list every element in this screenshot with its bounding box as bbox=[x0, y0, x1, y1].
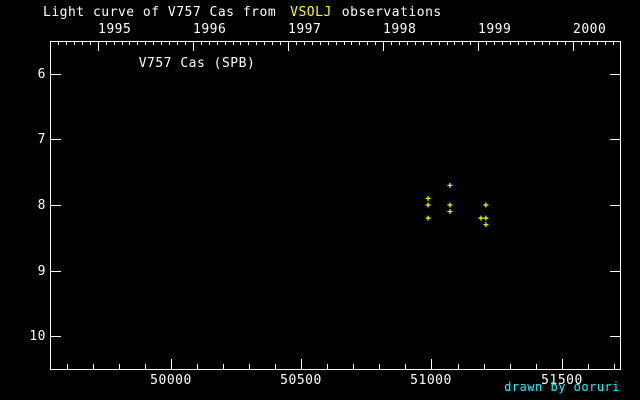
plot-border bbox=[50, 41, 621, 370]
year-label: 1998 bbox=[383, 22, 416, 37]
series-label: V757 Cas (SPB) bbox=[139, 56, 256, 71]
data-point-marker bbox=[483, 215, 489, 221]
data-point-marker bbox=[447, 202, 453, 208]
data-points bbox=[425, 182, 489, 228]
data-point-marker bbox=[447, 209, 453, 215]
data-point-marker bbox=[483, 222, 489, 228]
year-label: 1999 bbox=[478, 22, 511, 37]
plot-frame bbox=[50, 41, 621, 370]
page-title: Light curve of V757 Cas from VSOLJ observa… bbox=[43, 5, 442, 20]
y-tick-label: 8 bbox=[38, 198, 46, 213]
top-axis-labels: 1995 1996 1997 1998 1999 2000 bbox=[98, 22, 606, 37]
title-vsolj-highlight: VSOLJ bbox=[290, 5, 332, 20]
y-axis-labels: 6 7 8 9 10 bbox=[29, 67, 46, 344]
series-label-group: V757 Cas (SPB) bbox=[139, 56, 256, 71]
x-tick-label: 50500 bbox=[280, 373, 322, 388]
year-label: 1996 bbox=[193, 22, 226, 37]
data-point-marker bbox=[425, 215, 431, 221]
year-label: 1995 bbox=[98, 22, 131, 37]
data-point-marker bbox=[478, 215, 484, 221]
title-suffix: observations bbox=[341, 5, 442, 20]
y-tick-label: 6 bbox=[38, 67, 46, 82]
data-point-marker bbox=[425, 202, 431, 208]
data-point-marker bbox=[483, 202, 489, 208]
bottom-axis-ticks bbox=[67, 359, 615, 369]
y-tick-label: 9 bbox=[38, 264, 46, 279]
bottom-axis-labels: 50000 50500 51000 51500 bbox=[150, 373, 583, 388]
data-point-marker bbox=[447, 182, 453, 188]
x-tick-label: 51000 bbox=[410, 373, 452, 388]
x-tick-label: 50000 bbox=[150, 373, 192, 388]
year-label: 1997 bbox=[288, 22, 321, 37]
year-label: 2000 bbox=[573, 22, 606, 37]
top-axis-ticks bbox=[50, 41, 614, 51]
x-tick-label: 51500 bbox=[541, 373, 583, 388]
credit-text: drawn by ooruri bbox=[504, 380, 620, 394]
data-point-marker bbox=[425, 195, 431, 201]
y-tick-label: 10 bbox=[29, 329, 46, 344]
y-tick-label: 7 bbox=[38, 132, 46, 147]
title-prefix: Light curve of V757 Cas from bbox=[43, 5, 277, 20]
y-axis-ticks bbox=[51, 74, 620, 337]
